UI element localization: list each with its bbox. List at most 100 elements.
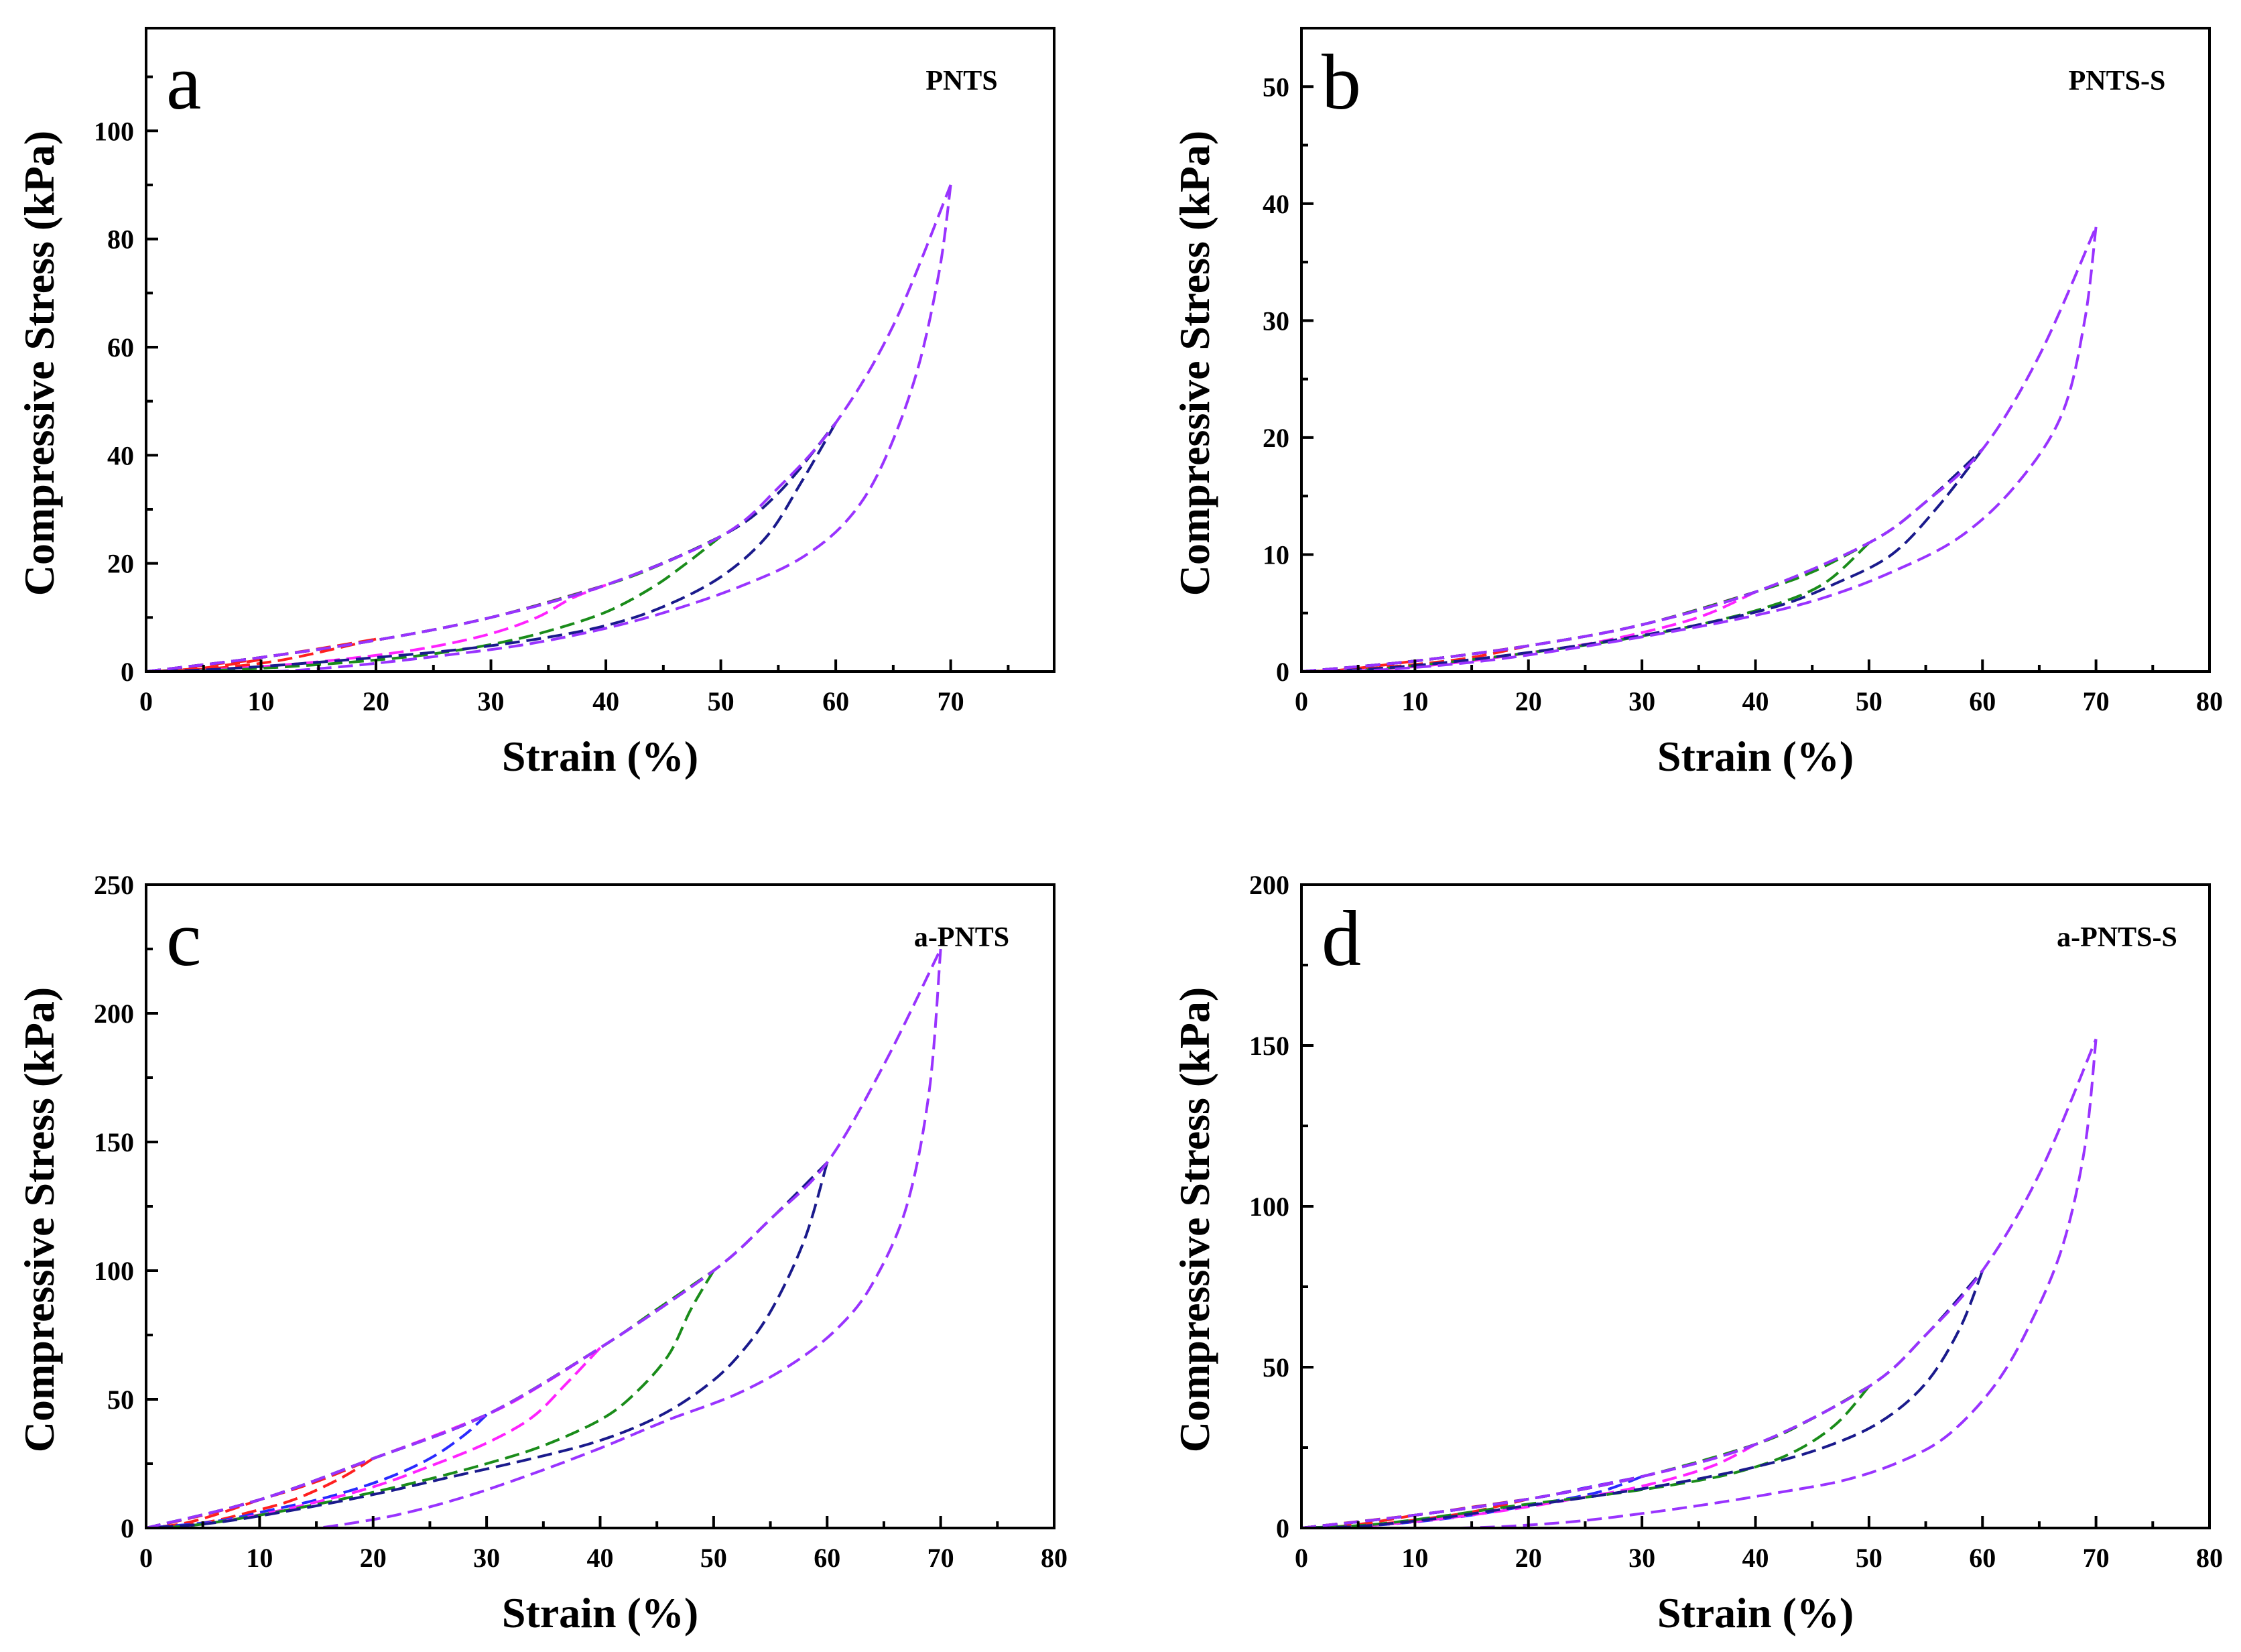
- series-50%-unloading: [1301, 1385, 1870, 1528]
- plot-frame: [1300, 883, 2211, 1529]
- series-60%-loading: [146, 1161, 828, 1528]
- x-tick-label: 50: [700, 1543, 727, 1573]
- series-70%-loading: [1301, 226, 2098, 672]
- panel-title: a-PNTS: [914, 922, 1009, 953]
- y-tick-label: 150: [1249, 1031, 1289, 1061]
- x-tick-label: 40: [1742, 1543, 1769, 1573]
- plot-frame: [145, 27, 1055, 673]
- x-tick-label: 60: [814, 1543, 840, 1573]
- series-70%-unloading: [1335, 227, 2098, 672]
- panel-letter: a: [166, 38, 201, 126]
- y-tick-label: 60: [107, 332, 134, 363]
- x-tick-label: 30: [478, 686, 505, 716]
- y-tick-label: 0: [1276, 1513, 1289, 1543]
- series-group: [1301, 226, 2098, 672]
- plot-frame: [145, 883, 1055, 1529]
- series-group: [146, 948, 942, 1528]
- panel-title: PNTS-S: [2069, 66, 2166, 97]
- x-tick-label: 50: [1856, 1543, 1882, 1573]
- y-axis-label: Compressive Stress (kPa): [15, 987, 63, 1452]
- y-tick-label: 40: [1263, 189, 1289, 219]
- y-tick-label: 20: [107, 549, 134, 579]
- x-tick-label: 30: [1628, 686, 1655, 716]
- y-tick-label: 0: [121, 657, 134, 687]
- x-tick-label: 80: [1041, 1543, 1068, 1573]
- series-70%-unloading: [304, 948, 942, 1528]
- y-tick-label: 20: [1263, 423, 1289, 453]
- series-30%-loading: [146, 1413, 487, 1528]
- y-tick-label: 200: [94, 999, 134, 1029]
- panel-letter: c: [166, 895, 201, 982]
- x-tick-label: 10: [248, 686, 275, 716]
- series-50%-unloading: [146, 1269, 715, 1528]
- panel-letter: b: [1322, 38, 1361, 126]
- x-tick-label: 70: [2083, 1543, 2110, 1573]
- x-tick-label: 10: [1401, 1543, 1428, 1573]
- series-40%-loading: [1301, 1443, 1756, 1528]
- x-axis-label: Strain (%): [1657, 733, 1854, 780]
- y-tick-label: 200: [1249, 870, 1289, 900]
- y-tick-label: 30: [1263, 306, 1289, 336]
- series-70%-unloading: [1460, 1039, 2098, 1528]
- y-tick-label: 250: [94, 870, 134, 900]
- series-70%-loading: [1301, 1038, 2098, 1528]
- panel-d: 0 10 20 30 40 50 60 70 80 0 50 100 150 200 Strain (%) C…: [1171, 870, 2223, 1637]
- x-tick-label: 60: [1969, 1543, 1996, 1573]
- series-70%-unloading: [261, 184, 952, 672]
- series-60%-unloading: [146, 1162, 829, 1528]
- panel-a: 0 10 20 30 40 50 60 70 0 20 40 60 80 100 Strain (%) Com…: [15, 27, 1055, 780]
- x-tick-label: 80: [2196, 1543, 2223, 1573]
- y-tick-label: 100: [94, 116, 134, 146]
- x-tick-label: 20: [1515, 1543, 1542, 1573]
- series-50%-loading: [1301, 542, 1870, 672]
- x-tick-label: 70: [938, 686, 964, 716]
- x-tick-label: 20: [1515, 686, 1542, 716]
- y-tick-label: 150: [94, 1127, 134, 1157]
- panel-c: 0 10 20 30 40 50 60 70 80 0 50 100 150 200 250 Strain (…: [15, 870, 1068, 1637]
- series-group: [1301, 1038, 2098, 1528]
- x-tick-label: 20: [363, 686, 389, 716]
- series-60%-unloading: [146, 422, 837, 672]
- x-tick-label: 40: [587, 1543, 614, 1573]
- y-tick-label: 80: [107, 225, 134, 255]
- series-50%-unloading: [1301, 542, 1870, 672]
- y-tick-label: 100: [1249, 1192, 1289, 1222]
- y-tick-label: 40: [107, 440, 134, 470]
- x-tick-label: 10: [246, 1543, 273, 1573]
- x-tick-label: 0: [139, 1543, 153, 1573]
- y-tick-label: 100: [94, 1256, 134, 1286]
- series-70%-loading: [146, 948, 942, 1528]
- y-tick-label: 10: [1263, 539, 1289, 570]
- y-tick-label: 0: [121, 1513, 134, 1543]
- x-axis-label: Strain (%): [502, 1589, 698, 1637]
- x-axis-label: Strain (%): [502, 733, 698, 780]
- series-40%-loading: [146, 1346, 601, 1528]
- series-group: [146, 184, 952, 672]
- x-tick-label: 60: [1969, 686, 1996, 716]
- x-axis-label: Strain (%): [1657, 1589, 1854, 1637]
- panel-letter: d: [1322, 895, 1361, 982]
- x-tick-label: 50: [708, 686, 734, 716]
- series-70%-loading: [146, 184, 952, 672]
- x-tick-label: 60: [822, 686, 849, 716]
- y-tick-label: 0: [1276, 657, 1289, 687]
- x-tick-label: 50: [1856, 686, 1882, 716]
- x-tick-label: 20: [360, 1543, 387, 1573]
- series-40%-unloading: [146, 1346, 601, 1528]
- y-axis-label: Compressive Stress (kPa): [1171, 987, 1218, 1452]
- series-30%-unloading: [146, 1413, 488, 1528]
- y-axis-label: Compressive Stress (kPa): [1171, 131, 1218, 596]
- x-tick-label: 80: [2196, 686, 2223, 716]
- series-40%-unloading: [146, 584, 606, 672]
- x-tick-label: 70: [927, 1543, 954, 1573]
- x-tick-label: 0: [139, 686, 153, 716]
- x-tick-label: 40: [1742, 686, 1769, 716]
- series-60%-unloading: [1301, 1270, 1984, 1528]
- x-tick-label: 30: [473, 1543, 500, 1573]
- y-tick-label: 50: [1263, 72, 1289, 102]
- panel-title: a-PNTS-S: [2057, 922, 2177, 953]
- y-tick-label: 50: [1263, 1352, 1289, 1383]
- y-axis-label: Compressive Stress (kPa): [15, 131, 63, 596]
